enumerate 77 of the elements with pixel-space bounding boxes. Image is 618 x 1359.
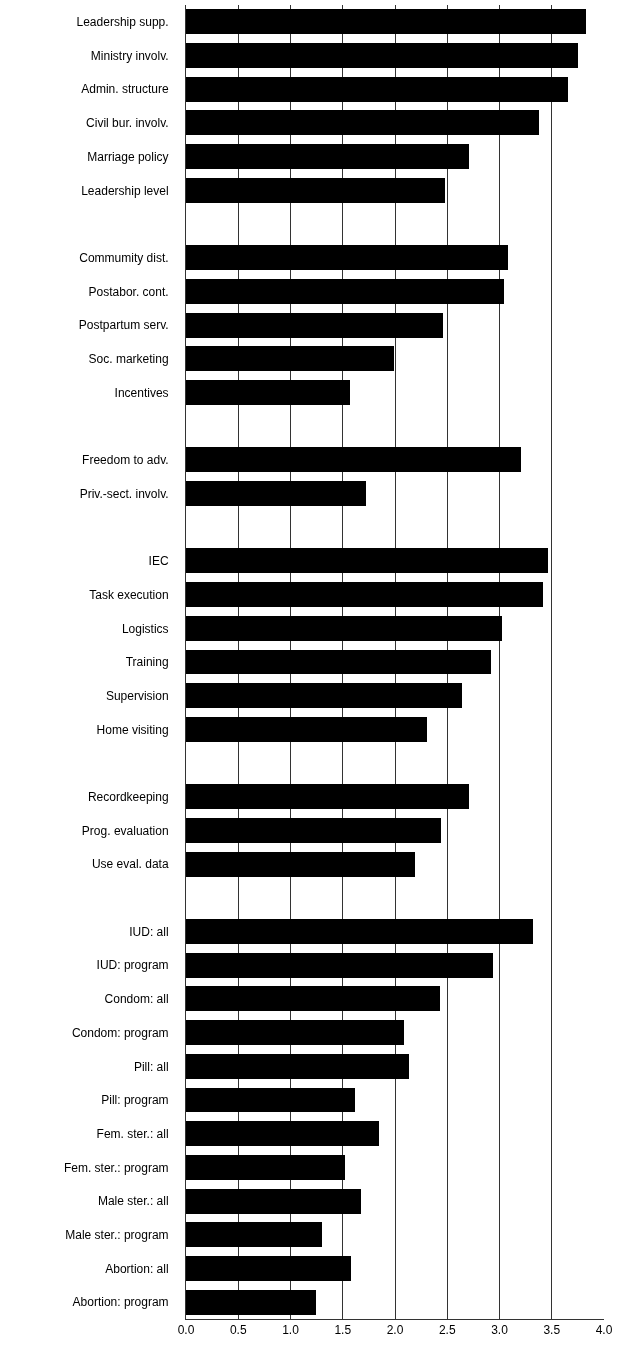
bar — [186, 582, 543, 607]
y-tick-label: Marriage policy — [87, 149, 169, 164]
y-tick-label: Incentives — [114, 385, 169, 400]
x-tick-label: 3.5 — [543, 1323, 561, 1338]
y-tick-label: Logistics — [121, 621, 169, 636]
bar — [186, 346, 394, 371]
x-tick-label: 3.0 — [491, 1323, 509, 1338]
x-tick-label: 4.0 — [595, 1323, 613, 1338]
bar — [186, 43, 578, 68]
bar — [186, 313, 443, 338]
bar — [186, 1054, 409, 1079]
y-tick-label: Priv.-sect. involv. — [79, 486, 169, 501]
y-tick-label: Supervision — [105, 688, 169, 703]
bar — [186, 683, 462, 708]
bar — [186, 548, 548, 573]
x-tick-label: 1.0 — [282, 1323, 300, 1338]
y-tick-label: Condom: all — [104, 992, 169, 1007]
bar — [186, 953, 493, 978]
y-tick-label: Leadership level — [81, 183, 169, 198]
bar — [186, 481, 366, 506]
bar — [186, 9, 586, 34]
y-tick-label: Ministry involv. — [90, 48, 169, 63]
bar — [186, 1088, 355, 1112]
y-tick-label: IEC — [148, 554, 169, 569]
bar — [186, 279, 504, 304]
bar — [186, 178, 445, 203]
bar — [186, 852, 415, 877]
bar — [186, 144, 469, 169]
y-tick-label: Abortion: all — [105, 1261, 169, 1276]
y-tick-label: IUD: program — [96, 958, 169, 973]
bar — [186, 784, 469, 809]
y-tick-label: Use eval. data — [91, 857, 169, 872]
y-tick-label: Fem. ster.: all — [96, 1126, 169, 1141]
y-tick-label: Soc. marketing — [88, 351, 169, 366]
bar — [186, 110, 539, 135]
y-tick-label: Male ster.: program — [65, 1227, 169, 1242]
y-tick-label: Fem. ster.: program — [63, 1160, 169, 1175]
bar — [186, 650, 491, 674]
bar — [186, 1155, 345, 1180]
y-tick-label: Admin. structure — [81, 82, 169, 97]
bar — [186, 919, 533, 944]
y-tick-label: Civil bur. involv. — [86, 116, 169, 131]
x-tick-label: 1.5 — [334, 1323, 352, 1338]
x-tick-label: 0.5 — [229, 1323, 247, 1338]
bar — [186, 77, 568, 102]
bar — [186, 1121, 379, 1146]
x-tick-label: 2.0 — [386, 1323, 404, 1338]
y-tick-label: Postabor. cont. — [88, 284, 169, 299]
y-tick-label: Postpartum serv. — [78, 318, 169, 333]
y-tick-label: Training — [125, 655, 169, 670]
y-tick-label: Prog. evaluation — [81, 823, 169, 838]
y-tick-label: Commumity dist. — [79, 250, 169, 265]
bar — [186, 1020, 404, 1045]
y-tick-label: Condom: program — [71, 1025, 169, 1040]
bar — [186, 717, 427, 742]
bar — [186, 447, 521, 472]
y-tick-label: Task execution — [89, 587, 169, 602]
x-tick-label: 2.5 — [438, 1323, 456, 1338]
bar — [186, 1222, 322, 1247]
bar — [186, 1189, 361, 1214]
bar — [186, 1256, 351, 1281]
y-tick-label: Recordkeeping — [87, 789, 169, 804]
y-tick-label: Abortion: program — [72, 1295, 169, 1310]
bar — [186, 1290, 316, 1315]
bar — [186, 380, 350, 405]
y-tick-label: Male ster.: all — [97, 1194, 169, 1209]
bar — [186, 616, 502, 641]
y-tick-label: Leadership supp. — [76, 15, 169, 30]
bar — [186, 986, 440, 1011]
y-tick-label: IUD: all — [129, 924, 169, 939]
y-tick-label: Pill: all — [133, 1059, 169, 1074]
y-tick-label: Home visiting — [96, 722, 169, 737]
y-tick-label: Pill: program — [101, 1093, 169, 1108]
x-tick-label: 0.0 — [177, 1323, 195, 1338]
y-tick-label: Freedom to adv. — [82, 453, 169, 468]
bar — [186, 245, 508, 270]
bar — [186, 818, 441, 843]
